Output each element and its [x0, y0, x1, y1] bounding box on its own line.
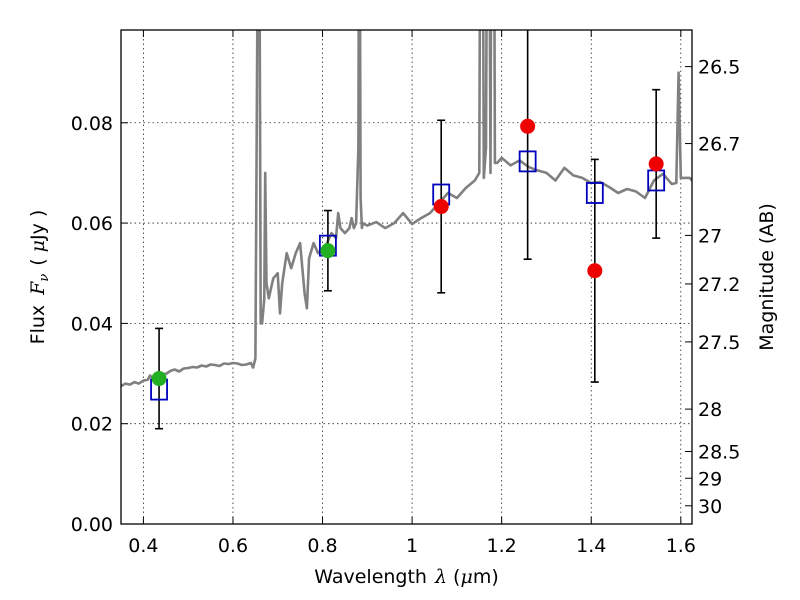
- y2-tick-label: 27: [698, 225, 722, 247]
- y-tick-label: 0.06: [71, 213, 113, 235]
- tick-layer: 0.4 0.6 0.8 1 1.2 1.4 1.6 0.00 0.02 0.04 0.06 0.08 2…: [71, 30, 740, 557]
- data-point: [648, 156, 664, 172]
- y2-tick-label: 26.7: [698, 134, 740, 156]
- x-tick-label: 1.2: [487, 535, 517, 557]
- y2-tick-label: 30: [698, 496, 722, 518]
- y2-tick-label: 26.5: [698, 57, 740, 79]
- y2-tick-label: 28.5: [698, 442, 740, 464]
- y2-tick-label: 27.2: [698, 274, 740, 296]
- x-axis-label: Wavelength λ (μm): [314, 566, 498, 588]
- marker-layer: [150, 118, 666, 401]
- y-tick-label: 0.02: [71, 414, 113, 436]
- spectrum-layer: [121, 30, 692, 388]
- data-point: [520, 118, 536, 134]
- data-point: [587, 263, 603, 279]
- plot-frame: [120, 29, 693, 525]
- y2-tick-label: 28: [698, 399, 722, 421]
- y2-tick-label: 29: [698, 468, 722, 490]
- data-point: [320, 243, 336, 259]
- data-point: [433, 199, 449, 215]
- data-point: [151, 371, 167, 387]
- x-tick-label: 0.4: [128, 535, 158, 557]
- x-tick-label: 1: [406, 535, 418, 557]
- y-tick-label: 0.04: [71, 313, 113, 335]
- y-tick-label: 0.00: [71, 514, 113, 536]
- model-photometry-square: [518, 150, 537, 173]
- errorbar-layer: [155, 30, 661, 430]
- y2-tick-label: 27.5: [698, 332, 740, 354]
- y-axis-label: FluxFν(μJy ): [27, 210, 52, 345]
- y-tick-label: 0.08: [71, 113, 113, 135]
- grid-layer: [121, 30, 692, 524]
- x-tick-label: 1.4: [576, 535, 606, 557]
- x-tick-label: 0.6: [218, 535, 248, 557]
- spectrum-line: [121, 30, 692, 388]
- model-photometry-square: [585, 182, 604, 204]
- x-tick-label: 1.6: [666, 535, 696, 557]
- x-tick-label: 0.8: [307, 535, 337, 557]
- y2-axis-label: Magnitude (AB): [756, 203, 778, 351]
